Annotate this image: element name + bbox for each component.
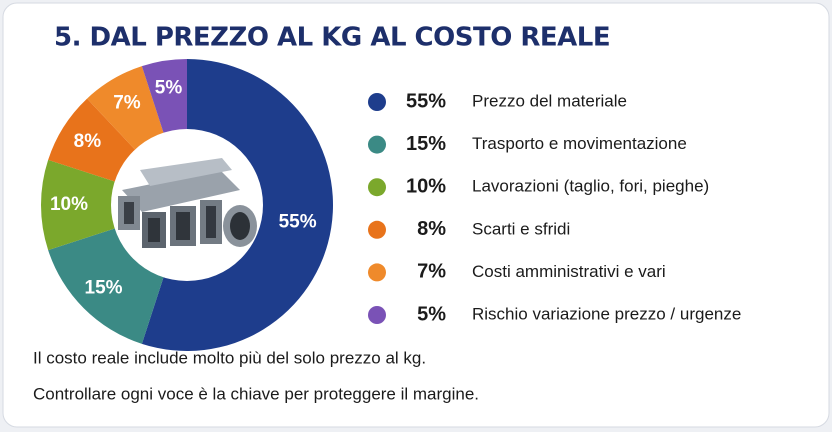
legend-value: 7% bbox=[417, 261, 446, 283]
slice-label: 55% bbox=[279, 212, 317, 233]
slice-label: 7% bbox=[113, 92, 141, 113]
legend-label: Rischio variazione prezzo / urgenze bbox=[472, 304, 741, 323]
legend-label: Costi amministrativi e vari bbox=[472, 262, 666, 281]
legend-value: 55% bbox=[406, 90, 446, 112]
legend-dot bbox=[368, 220, 386, 239]
chart-title: 5. DAL PREZZO AL KG AL COSTO REALE bbox=[54, 23, 610, 53]
donut: 55% 15% 10% 8% 7% 5% bbox=[40, 59, 334, 351]
slice-label: 10% bbox=[50, 194, 88, 215]
note: Il costo reale include molto più del sol… bbox=[33, 348, 426, 367]
legend-value: 10% bbox=[406, 175, 446, 197]
slice bbox=[141, 59, 187, 135]
slice bbox=[48, 227, 165, 344]
legend-value: 15% bbox=[406, 133, 446, 155]
legend-label: Scarti e sfridi bbox=[472, 219, 570, 238]
slice bbox=[40, 159, 117, 251]
legend: 55% Prezzo del materiale 15% Trasporto e mo… bbox=[368, 90, 741, 325]
legend-dot bbox=[368, 135, 386, 154]
legend-dot bbox=[368, 306, 386, 324]
legend-label: Prezzo del materiale bbox=[472, 91, 627, 110]
slice bbox=[87, 66, 165, 152]
slice bbox=[141, 59, 334, 351]
slice bbox=[48, 98, 137, 183]
slice-label: 8% bbox=[74, 131, 102, 152]
legend-value: 5% bbox=[417, 303, 446, 325]
note: Controllare ogni voce è la chiave per pr… bbox=[33, 384, 479, 403]
steel-icon bbox=[111, 129, 263, 281]
slice-label: 15% bbox=[85, 277, 123, 298]
legend-label: Lavorazioni (taglio, fori, pieghe) bbox=[472, 177, 709, 196]
slice-label: 5% bbox=[155, 77, 183, 98]
legend-dot bbox=[368, 93, 386, 111]
legend-value: 8% bbox=[417, 218, 446, 240]
legend-label: Trasporto e movimentazione bbox=[472, 134, 687, 153]
legend-dot bbox=[368, 178, 386, 197]
legend-dot bbox=[368, 263, 386, 282]
